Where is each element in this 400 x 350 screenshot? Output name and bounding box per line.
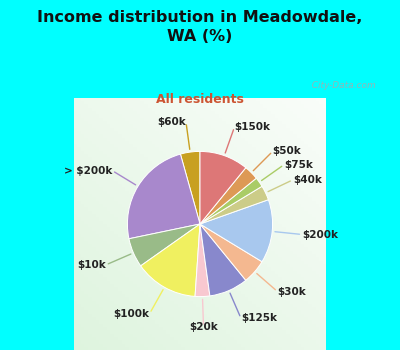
Text: $200k: $200k [302,230,338,239]
Wedge shape [128,154,200,239]
Text: $75k: $75k [284,160,313,170]
Text: $125k: $125k [241,313,277,323]
Wedge shape [200,168,256,224]
Text: $60k: $60k [157,117,186,127]
Text: $50k: $50k [273,146,302,156]
Text: $40k: $40k [293,175,322,185]
Text: $100k: $100k [114,309,150,318]
Text: $10k: $10k [77,260,106,270]
Wedge shape [180,152,200,224]
Text: Income distribution in Meadowdale,
WA (%): Income distribution in Meadowdale, WA (%… [37,10,363,44]
Wedge shape [141,224,200,296]
Text: $150k: $150k [234,122,270,132]
Text: $30k: $30k [278,287,306,296]
Text: All residents: All residents [156,93,244,106]
Wedge shape [200,224,262,280]
Wedge shape [200,224,246,296]
Wedge shape [200,200,272,262]
Wedge shape [129,224,200,266]
Wedge shape [200,178,262,224]
Text: > $200k: > $200k [64,166,112,176]
Wedge shape [200,152,246,224]
Wedge shape [200,186,268,224]
Text: $20k: $20k [189,322,218,332]
Wedge shape [195,224,210,296]
Text: City-Data.com: City-Data.com [306,81,376,90]
